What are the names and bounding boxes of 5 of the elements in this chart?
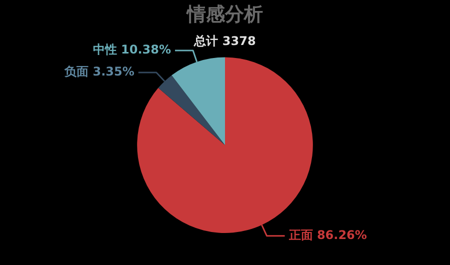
chart-subtitle: 总计 3378 [193, 34, 256, 48]
chart-title: 情感分析 [186, 3, 263, 26]
slice-label: 正面 86.26% [288, 228, 367, 242]
slice-label: 负面 3.35% [64, 64, 134, 79]
slice-label: 中性 10.38% [92, 42, 171, 57]
